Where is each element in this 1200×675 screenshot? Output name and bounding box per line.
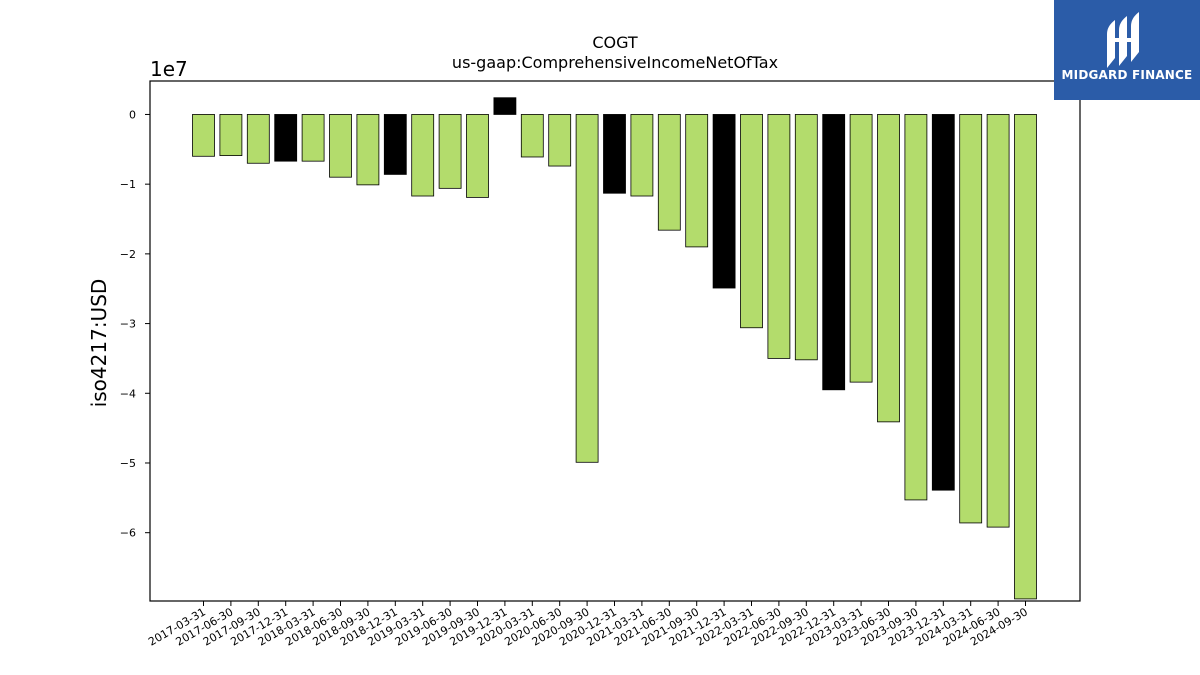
bar-2022-06-30 — [767, 114, 791, 359]
brand-logo: MIDGARD FINANCE — [1054, 0, 1200, 100]
x-ticks: 2017-03-312017-06-302017-09-302017-12-31… — [146, 601, 1030, 649]
bar-2022-12-31 — [822, 114, 846, 391]
bar-2017-12-31 — [274, 114, 298, 162]
bar-2020-09-30 — [575, 114, 599, 463]
y-axis-label: iso4217:USD — [87, 279, 111, 408]
y-tick-label: −4 — [120, 387, 136, 400]
bar-2017-03-31 — [192, 114, 215, 157]
bar-2023-03-31 — [849, 114, 873, 383]
plot-frame — [149, 80, 1081, 602]
bar-2017-06-30 — [219, 114, 243, 156]
bars-group — [192, 97, 1037, 600]
bar-2018-12-31 — [383, 114, 407, 175]
bar-2019-12-31 — [493, 97, 517, 115]
bar-2023-06-30 — [877, 114, 900, 423]
y-tick-label: −3 — [120, 318, 136, 331]
brand-name: MIDGARD FINANCE — [1061, 68, 1193, 82]
bar-2019-03-31 — [411, 114, 435, 197]
y-tick-label: −5 — [120, 457, 136, 470]
bar-2021-09-30 — [685, 114, 709, 248]
bar-2022-03-31 — [740, 114, 763, 329]
bar-2024-03-31 — [959, 114, 983, 524]
chart-title: COGT — [592, 33, 638, 52]
logo-mark-icon — [1107, 12, 1139, 68]
bar-2021-06-30 — [657, 114, 681, 231]
bar-2017-09-30 — [246, 114, 270, 164]
bar-2018-09-30 — [356, 114, 380, 186]
bar-2019-06-30 — [438, 114, 462, 189]
y-tick-label: −2 — [120, 248, 136, 261]
bar-2019-09-30 — [466, 114, 489, 198]
bar-2021-12-31 — [712, 114, 736, 289]
y-tick-label: 0 — [129, 108, 136, 121]
bar-2021-03-31 — [630, 114, 654, 197]
bar-2024-09-30 — [1014, 114, 1037, 600]
bar-2020-06-30 — [548, 114, 572, 167]
chart-subtitle: us-gaap:ComprehensiveIncomeNetOfTax — [452, 53, 778, 72]
bar-2020-12-31 — [603, 114, 626, 194]
bar-2024-06-30 — [986, 114, 1010, 528]
y-offset-text: 1e7 — [150, 57, 188, 81]
bar-2023-12-31 — [931, 114, 955, 491]
bar-2018-03-31 — [301, 114, 325, 162]
y-ticks: 0 −1 −2 −3 −4 −5 −6 — [120, 108, 150, 540]
bar-2022-09-30 — [794, 114, 818, 361]
bar-2018-06-30 — [329, 114, 352, 178]
bar-2023-09-30 — [904, 114, 928, 501]
y-tick-label: −1 — [120, 178, 136, 191]
y-tick-label: −6 — [120, 527, 136, 540]
bar-2020-03-31 — [520, 114, 544, 158]
